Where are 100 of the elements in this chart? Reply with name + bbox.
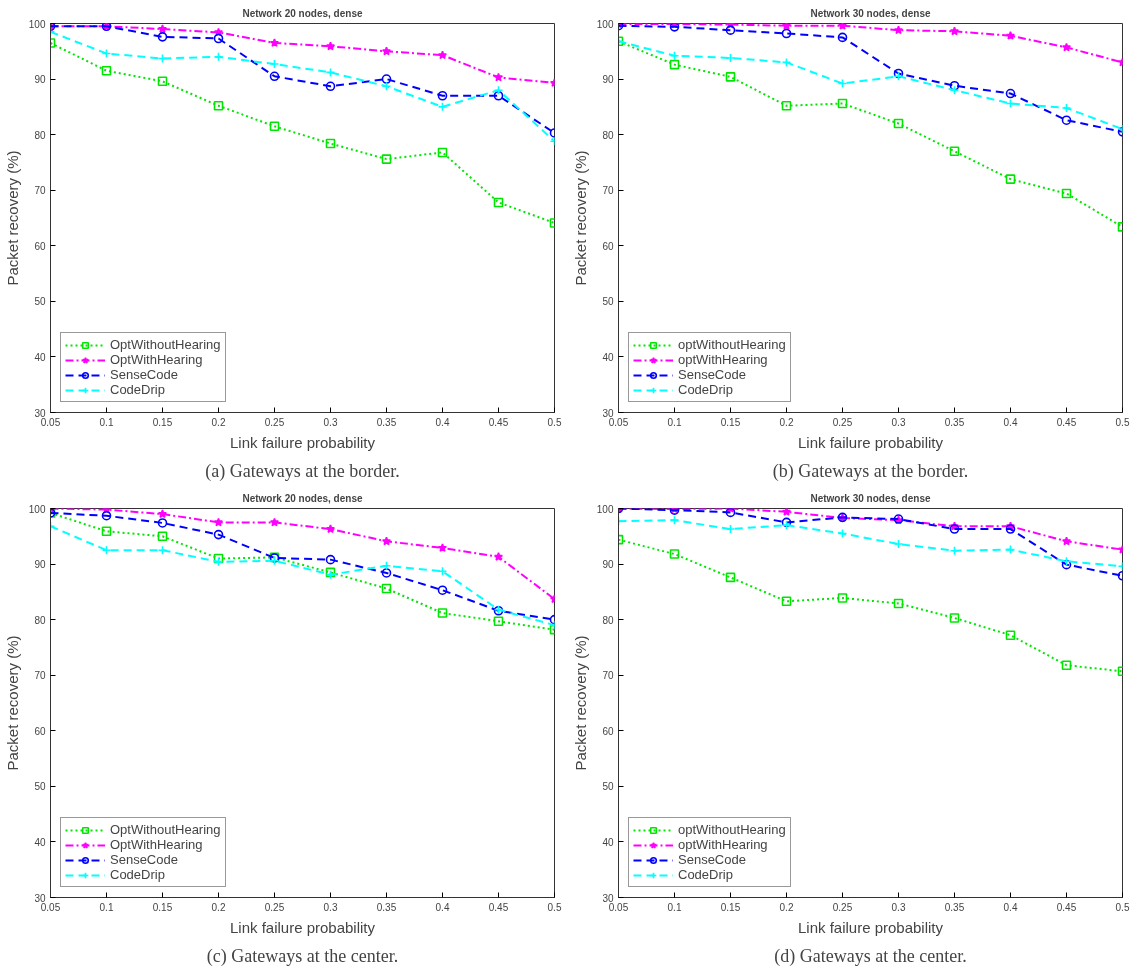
x-tick-label: 0.5 (547, 416, 562, 428)
legend-label: optWithoutHearing (678, 337, 786, 352)
y-tick-label: 100 (596, 18, 614, 30)
chart-title: Network 20 nodes, dense (242, 7, 363, 19)
x-tick-label: 0.5 (1115, 901, 1130, 913)
x-tick-label: 0.3 (891, 416, 906, 428)
x-tick-label: 0.05 (608, 416, 629, 428)
y-axis-title: Packet recovery (%) (3, 150, 21, 286)
x-axis-title: Link failure probability (797, 433, 944, 451)
y-tick-label: 70 (602, 185, 614, 197)
legend-label: SenseCode (110, 367, 178, 382)
x-tick-label: 0.05 (608, 901, 629, 913)
y-tick-label: 30 (602, 892, 614, 904)
x-tick-label: 0.35 (376, 901, 397, 913)
y-axis-title: Packet recovery (%) (571, 635, 589, 771)
x-tick-label: 0.1 (667, 901, 682, 913)
y-tick-label: 70 (602, 670, 614, 682)
legend-label: optWithoutHearing (678, 822, 786, 837)
x-tick-label: 0.35 (944, 901, 965, 913)
x-tick-label: 0.45 (1056, 901, 1077, 913)
x-tick-label: 0.45 (1056, 416, 1077, 428)
y-tick-label: 60 (34, 240, 46, 252)
x-axis-title: Link failure probability (229, 918, 376, 936)
y-tick-label: 90 (602, 74, 614, 86)
y-axis-title: Packet recovery (%) (3, 635, 21, 771)
y-tick-label: 80 (34, 614, 46, 626)
legend-label: optWithHearing (678, 837, 768, 852)
x-tick-label: 0.5 (1115, 416, 1130, 428)
legend-label: optWithHearing (678, 352, 768, 367)
x-tick-label: 0.05 (40, 901, 61, 913)
text: (d) Gateways at the center. (774, 945, 967, 967)
legend-label: CodeDrip (110, 382, 165, 397)
chart-title: Network 20 nodes, dense (242, 492, 363, 504)
legend-label: OptWithHearing (110, 352, 203, 367)
x-tick-label: 0.05 (40, 416, 61, 428)
x-tick-label: 0.25 (832, 901, 853, 913)
y-tick-label: 50 (602, 781, 614, 793)
x-tick-label: 0.1 (667, 416, 682, 428)
x-axis-title: Link failure probability (229, 433, 376, 451)
text: (c) Gateways at the center. (206, 945, 399, 967)
y-tick-label: 80 (602, 614, 614, 626)
legend-label: SenseCode (678, 367, 746, 382)
x-tick-label: 0.3 (323, 901, 338, 913)
y-tick-label: 70 (34, 185, 46, 197)
x-tick-label: 0.4 (1003, 416, 1018, 428)
x-tick-label: 0.15 (152, 901, 173, 913)
x-axis-title: Link failure probability (797, 918, 944, 936)
chart-title: Network 30 nodes, dense (810, 7, 931, 19)
y-tick-label: 80 (602, 129, 614, 141)
legend-label: SenseCode (678, 852, 746, 867)
y-tick-label: 90 (34, 74, 46, 86)
y-tick-label: 60 (602, 240, 614, 252)
y-tick-label: 50 (34, 296, 46, 308)
y-tick-label: 50 (34, 781, 46, 793)
y-tick-label: 100 (596, 503, 614, 515)
x-tick-label: 0.25 (264, 416, 285, 428)
y-tick-label: 70 (34, 670, 46, 682)
x-tick-label: 0.2 (779, 416, 794, 428)
x-tick-label: 0.35 (944, 416, 965, 428)
x-tick-label: 0.1 (99, 901, 114, 913)
x-tick-label: 0.3 (891, 901, 906, 913)
x-tick-label: 0.45 (488, 416, 509, 428)
y-tick-label: 100 (28, 503, 46, 515)
text: (b) Gateways at the border. (772, 460, 969, 482)
legend-label: CodeDrip (678, 867, 733, 882)
x-tick-label: 0.4 (435, 416, 450, 428)
x-tick-label: 0.4 (1003, 901, 1018, 913)
legend-label: CodeDrip (678, 382, 733, 397)
x-tick-label: 0.15 (720, 901, 741, 913)
x-tick-label: 0.15 (720, 416, 741, 428)
legend-label: CodeDrip (110, 867, 165, 882)
y-tick-label: 80 (34, 129, 46, 141)
legend-label: SenseCode (110, 852, 178, 867)
x-tick-label: 0.2 (211, 901, 226, 913)
x-tick-label: 0.3 (323, 416, 338, 428)
y-tick-label: 40 (602, 836, 614, 848)
chart-title: Network 30 nodes, dense (810, 492, 931, 504)
x-tick-label: 0.4 (435, 901, 450, 913)
x-tick-label: 0.25 (832, 416, 853, 428)
y-tick-label: 40 (602, 351, 614, 363)
x-tick-label: 0.15 (152, 416, 173, 428)
y-tick-label: 30 (34, 407, 46, 419)
y-tick-label: 60 (34, 725, 46, 737)
x-tick-label: 0.35 (376, 416, 397, 428)
y-tick-label: 100 (28, 18, 46, 30)
legend-label: OptWithHearing (110, 837, 203, 852)
x-tick-label: 0.1 (99, 416, 114, 428)
x-tick-label: 0.25 (264, 901, 285, 913)
y-axis-title: Packet recovery (%) (571, 150, 589, 286)
y-tick-label: 50 (602, 296, 614, 308)
y-tick-label: 30 (602, 407, 614, 419)
y-tick-label: 60 (602, 725, 614, 737)
x-tick-label: 0.2 (211, 416, 226, 428)
y-tick-label: 90 (34, 559, 46, 571)
y-tick-label: 40 (34, 351, 46, 363)
legend-label: OptWithoutHearing (110, 337, 221, 352)
y-tick-label: 90 (602, 559, 614, 571)
text: (a) Gateways at the border. (205, 460, 400, 482)
x-tick-label: 0.2 (779, 901, 794, 913)
x-tick-label: 0.45 (488, 901, 509, 913)
